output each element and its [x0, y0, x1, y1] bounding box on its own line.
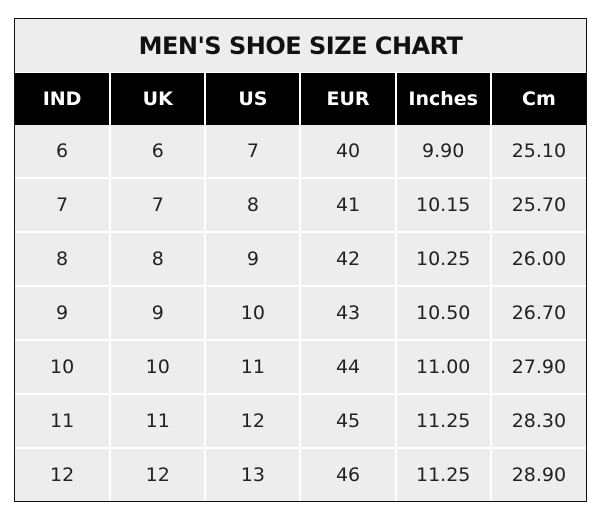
column-header-ind: IND [15, 73, 111, 125]
cell-cm: 28.90 [489, 447, 586, 501]
table-row: 10 10 11 44 11.00 27.90 [15, 339, 586, 394]
cell-eur: 42 [299, 231, 396, 286]
cell-eur: 41 [299, 177, 396, 232]
cell-inches: 11.25 [394, 447, 491, 501]
cell-us: 7 [204, 125, 301, 178]
cell-uk: 11 [109, 393, 206, 448]
cell-ind: 10 [15, 339, 111, 394]
table-row: 6 6 7 40 9.90 25.10 [15, 125, 586, 178]
cell-eur: 45 [299, 393, 396, 448]
table-row: 12 12 13 46 11.25 28.90 [15, 447, 586, 501]
cell-uk: 6 [109, 125, 206, 178]
cell-us: 10 [204, 285, 301, 340]
cell-uk: 12 [109, 447, 206, 501]
table-row: 9 9 10 43 10.50 26.70 [15, 285, 586, 340]
cell-inches: 10.50 [394, 285, 491, 340]
cell-eur: 43 [299, 285, 396, 340]
cell-cm: 25.70 [489, 177, 586, 232]
table-row: 11 11 12 45 11.25 28.30 [15, 393, 586, 448]
cell-us: 12 [204, 393, 301, 448]
cell-cm: 25.10 [489, 125, 586, 178]
cell-ind: 11 [15, 393, 111, 448]
cell-cm: 28.30 [489, 393, 586, 448]
cell-uk: 7 [109, 177, 206, 232]
cell-cm: 26.00 [489, 231, 586, 286]
size-table: IND UK US EUR Inches Cm 6 6 7 40 9.90 25.10 7 7 8 41 10… [15, 73, 586, 501]
chart-title: MEN'S SHOE SIZE CHART [15, 19, 586, 73]
cell-ind: 7 [15, 177, 111, 232]
cell-inches: 11.00 [394, 339, 491, 394]
cell-eur: 46 [299, 447, 396, 501]
cell-ind: 12 [15, 447, 111, 501]
cell-cm: 27.90 [489, 339, 586, 394]
header-row: IND UK US EUR Inches Cm [15, 73, 586, 125]
column-header-inches: Inches [394, 73, 491, 125]
cell-inches: 10.15 [394, 177, 491, 232]
column-header-uk: UK [109, 73, 206, 125]
cell-cm: 26.70 [489, 285, 586, 340]
cell-us: 13 [204, 447, 301, 501]
cell-ind: 9 [15, 285, 111, 340]
cell-uk: 10 [109, 339, 206, 394]
column-header-cm: Cm [489, 73, 586, 125]
cell-uk: 8 [109, 231, 206, 286]
table-row: 7 7 8 41 10.15 25.70 [15, 177, 586, 232]
cell-eur: 40 [299, 125, 396, 178]
size-chart: MEN'S SHOE SIZE CHART IND UK US EUR Inches Cm… [14, 18, 587, 502]
cell-inches: 10.25 [394, 231, 491, 286]
table-row: 8 8 9 42 10.25 26.00 [15, 231, 586, 286]
cell-inches: 9.90 [394, 125, 491, 178]
cell-ind: 8 [15, 231, 111, 286]
column-header-eur: EUR [299, 73, 396, 125]
cell-us: 8 [204, 177, 301, 232]
cell-inches: 11.25 [394, 393, 491, 448]
cell-uk: 9 [109, 285, 206, 340]
column-header-us: US [204, 73, 301, 125]
cell-eur: 44 [299, 339, 396, 394]
cell-us: 9 [204, 231, 301, 286]
cell-ind: 6 [56, 140, 69, 162]
cell-us: 11 [204, 339, 301, 394]
